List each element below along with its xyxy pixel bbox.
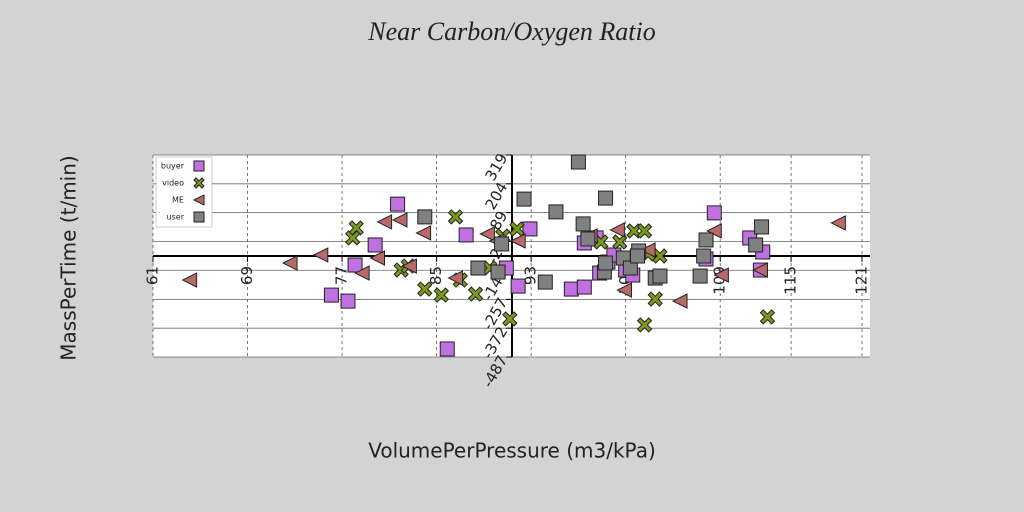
marker	[181, 272, 198, 288]
x-tick-label: 93	[522, 266, 540, 285]
marker	[830, 215, 846, 231]
marker	[616, 282, 632, 298]
marker	[490, 264, 506, 280]
marker	[636, 223, 653, 239]
marker	[570, 154, 586, 170]
marker	[510, 278, 526, 294]
chart-title: Near Carbon/Oxygen Ratio	[367, 17, 655, 46]
marker	[629, 248, 645, 264]
marker	[598, 190, 614, 206]
marker	[698, 232, 714, 248]
x-tick-label: 115	[782, 266, 800, 295]
marker	[376, 214, 393, 230]
marker	[281, 255, 298, 271]
marker	[347, 257, 363, 273]
marker	[671, 293, 688, 309]
marker	[439, 341, 455, 357]
marker	[706, 205, 722, 221]
marker	[417, 281, 433, 297]
marker	[447, 209, 464, 225]
marker	[713, 267, 729, 283]
marker	[193, 211, 205, 223]
marker	[636, 317, 653, 333]
marker	[575, 216, 591, 232]
marker	[467, 286, 484, 302]
marker	[390, 196, 406, 212]
legend-label: video	[162, 179, 184, 188]
marker	[479, 226, 495, 242]
marker	[354, 265, 370, 281]
marker	[193, 160, 205, 172]
marker	[340, 293, 356, 309]
marker	[692, 268, 708, 284]
x-axis-label: VolumePerPressure (m3/kPa)	[368, 439, 656, 463]
marker	[748, 237, 764, 253]
marker	[415, 225, 432, 241]
marker	[752, 262, 768, 278]
legend-label: user	[167, 213, 185, 222]
marker	[470, 260, 486, 276]
legend-label: buyer	[161, 162, 185, 171]
marker	[563, 281, 579, 297]
marker	[548, 204, 564, 220]
marker	[192, 194, 205, 206]
marker	[391, 212, 408, 228]
x-tick-label: 69	[238, 266, 256, 285]
marker	[639, 242, 656, 258]
marker	[598, 255, 614, 271]
marker	[576, 279, 592, 295]
x-tick-label: 85	[427, 266, 445, 285]
marker	[494, 236, 510, 252]
marker	[580, 231, 596, 247]
marker	[509, 221, 525, 237]
marker	[516, 191, 532, 207]
marker	[754, 219, 770, 235]
marker	[369, 250, 386, 266]
marker	[706, 223, 722, 239]
marker	[759, 309, 776, 325]
y-axis-label: MassPerTime (t/min)	[57, 155, 81, 360]
marker	[510, 233, 526, 249]
x-tick-label: 61	[144, 266, 162, 285]
x-tick-label: 121	[853, 266, 871, 295]
x-tick-label: 77	[333, 266, 351, 285]
marker	[652, 268, 668, 284]
marker	[433, 287, 450, 303]
marker	[502, 311, 518, 327]
marker	[312, 247, 329, 263]
marker	[193, 177, 205, 189]
marker	[401, 258, 417, 274]
marker	[323, 287, 339, 303]
marker	[647, 291, 663, 307]
marker	[652, 248, 668, 264]
marker	[522, 221, 538, 237]
marker	[612, 234, 628, 250]
marker	[609, 222, 625, 238]
marker	[344, 230, 361, 246]
legend-label: ME	[172, 196, 184, 205]
marker	[537, 274, 553, 290]
marker	[447, 270, 464, 286]
marker	[458, 227, 474, 243]
marker	[367, 237, 383, 253]
marker	[696, 248, 712, 264]
marker	[417, 209, 433, 225]
